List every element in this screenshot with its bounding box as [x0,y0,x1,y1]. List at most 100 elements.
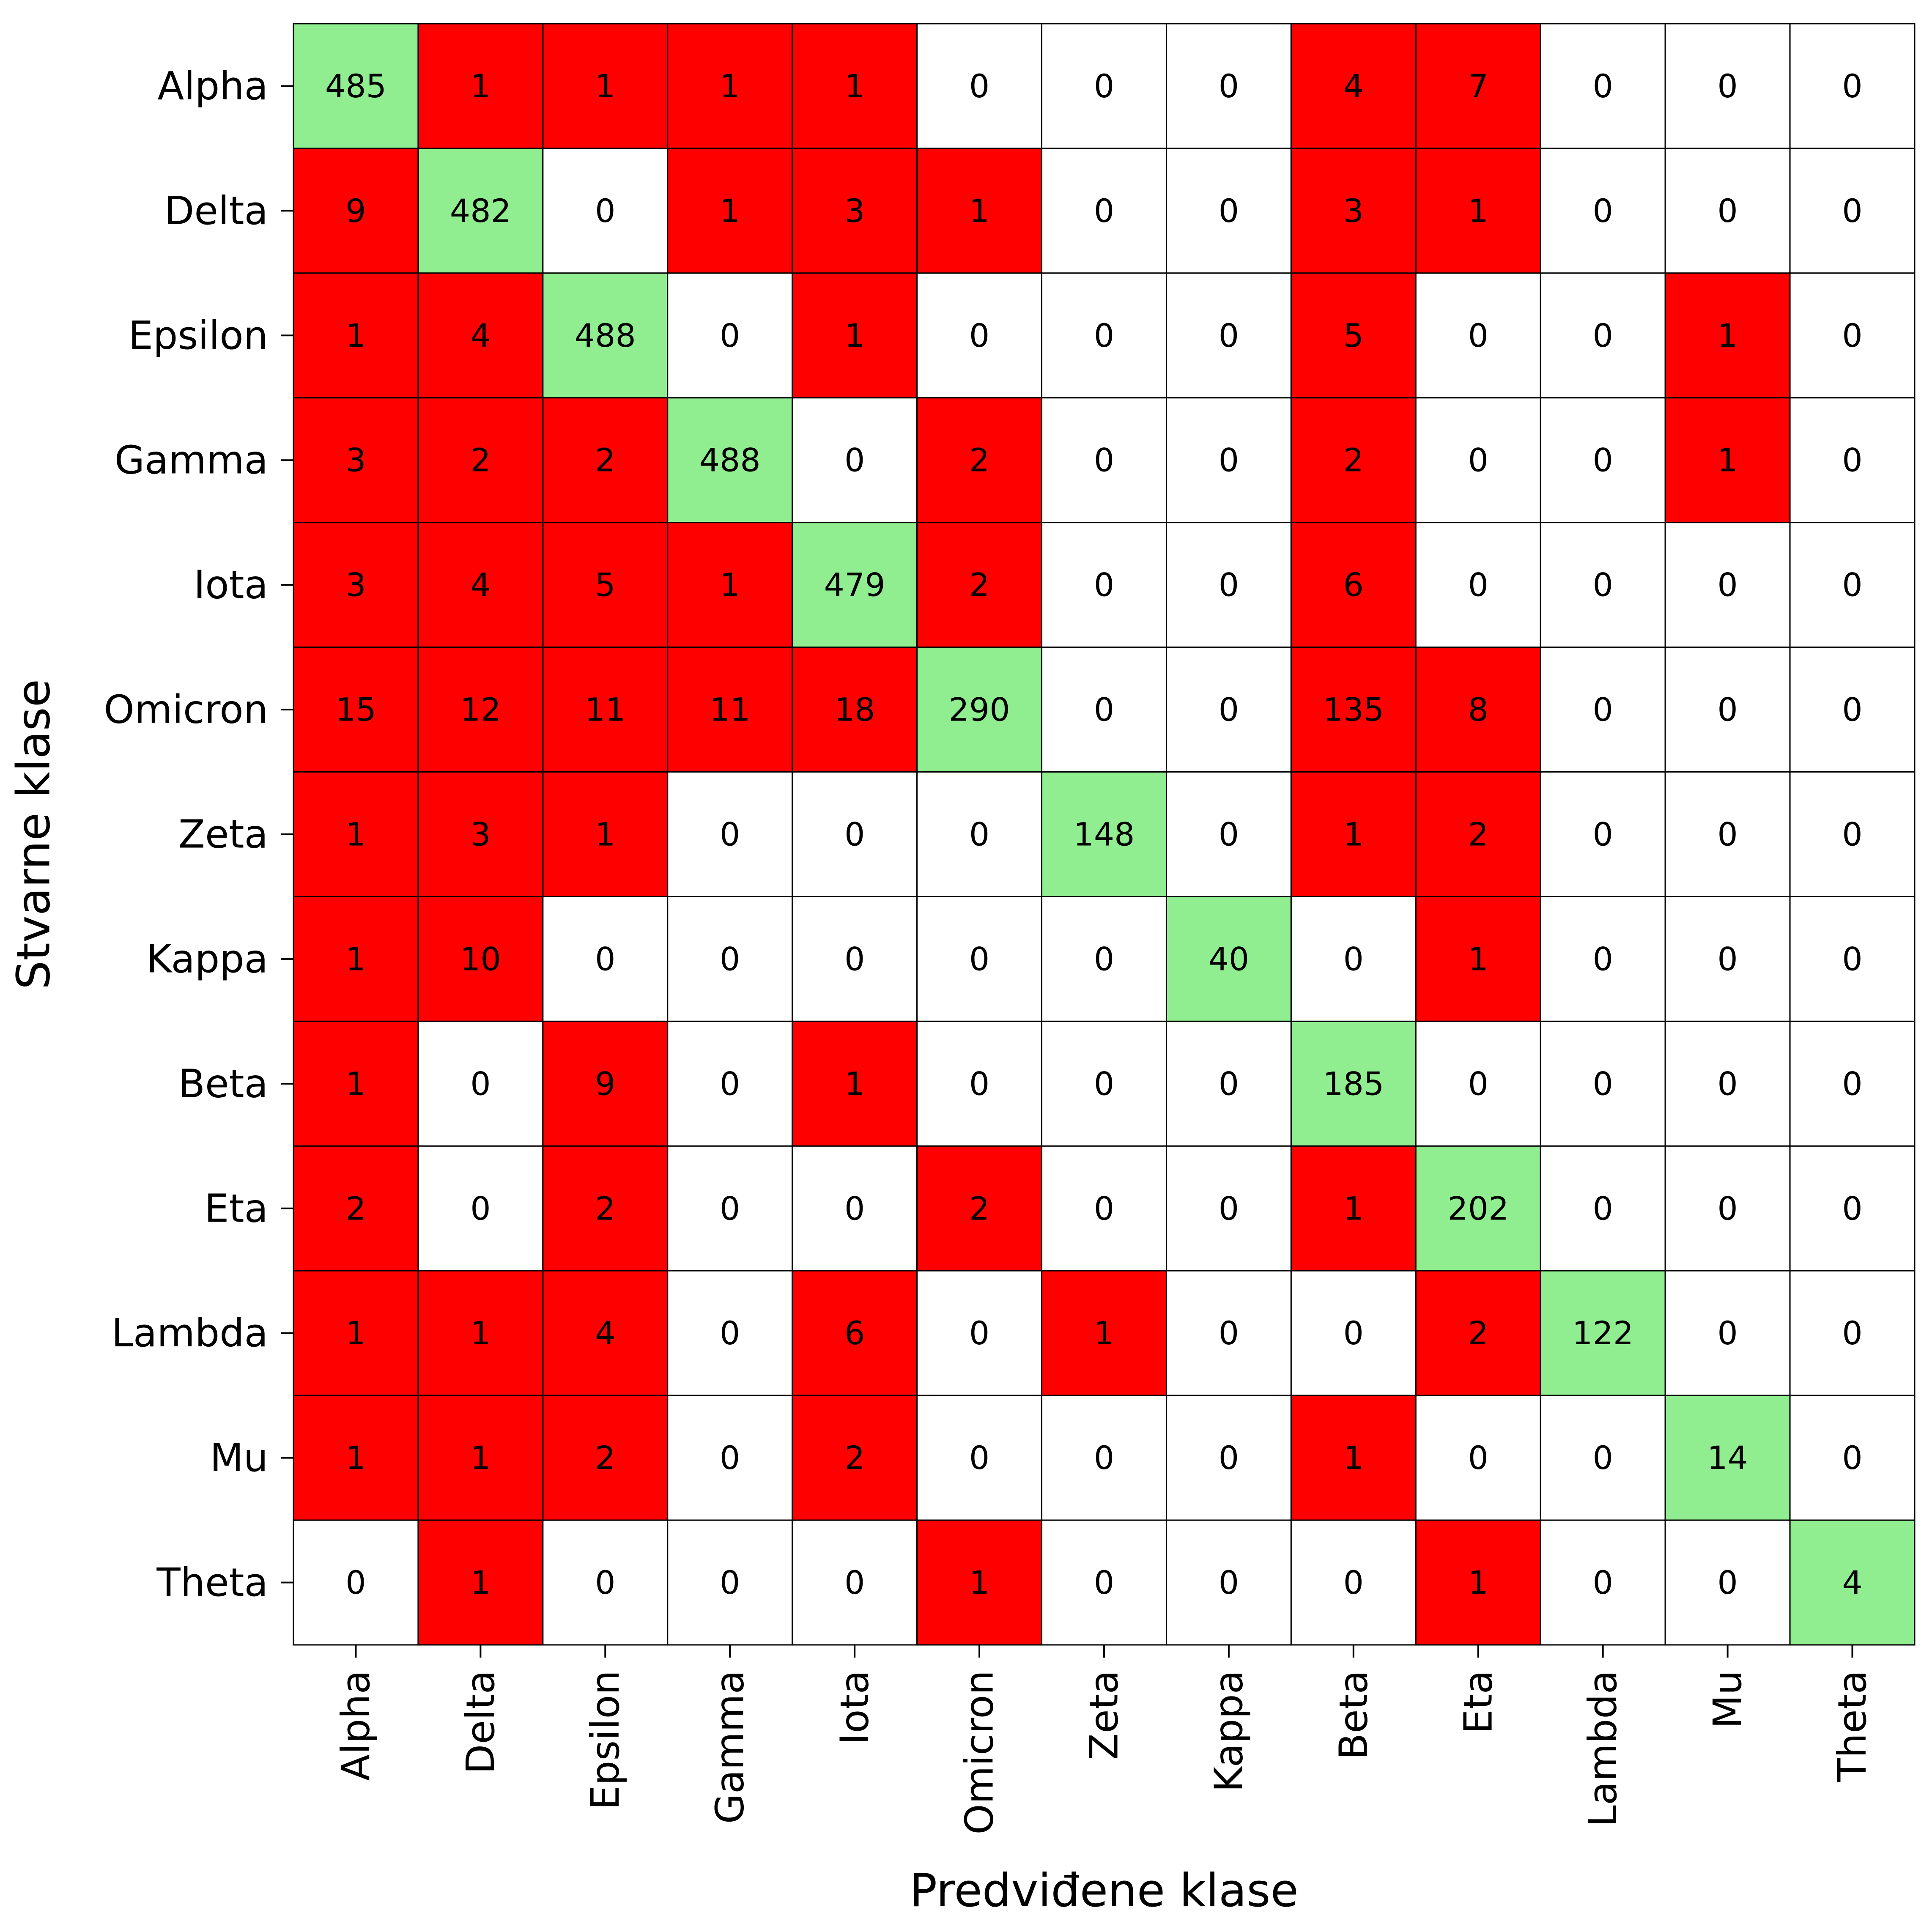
heatmap-cell [293,1270,419,1396]
cell-value-label: 0 [969,317,989,354]
heatmap-cell [916,896,1043,1022]
heatmap-cell [667,647,793,773]
heatmap-cell [1165,1519,1292,1646]
cell-value-label: 0 [720,940,740,978]
x-tick-label: Theta [1830,1670,1875,1782]
cell-value-label: 0 [595,1564,615,1601]
x-tick-label: Mu [1705,1670,1750,1729]
heatmap-cell [667,1145,793,1272]
cell-value-label: 3 [844,192,865,230]
cell-value-label: 0 [1219,1314,1239,1352]
x-tick-label: Epsilon [583,1670,628,1810]
x-tick-label: Lambda [1580,1670,1625,1827]
y-tick-label: Theta [156,1560,268,1605]
cell-value-label: 488 [575,317,636,354]
cell-value-label: 8 [1468,691,1488,729]
cell-value-label: 0 [844,940,865,978]
cell-value-label: 0 [969,1065,989,1102]
heatmap-cell [1540,1395,1666,1521]
cell-value-label: 0 [1094,67,1114,105]
heatmap-cell [542,1395,669,1521]
cell-value-label: 0 [969,1439,989,1477]
cell-value-label: 40 [1209,940,1250,978]
heatmap-cell [1415,1020,1541,1147]
heatmap-cell [1290,1519,1417,1646]
cell-value-label: 2 [1343,441,1364,479]
cell-value-label: 0 [1094,192,1114,230]
heatmap-cell [1540,1270,1666,1396]
heatmap-cell [667,1020,793,1147]
heatmap-cell [1415,771,1541,897]
heatmap-cell [1041,647,1167,773]
cell-value-label: 0 [1593,1065,1613,1102]
heatmap-cell [1540,397,1666,523]
heatmap-cell [1415,1145,1541,1272]
cell-value-labels: 485 1 1 1 1 0 0 0 4 7 0 0 09 482 0 1 3 1 0 0 3 1 0 0 01 4 488 0 1 0 0 0… [325,67,1863,1601]
cell-value-label: 9 [345,192,366,230]
heatmap-cell [1290,1395,1417,1521]
heatmap-cell [667,1270,793,1396]
cell-value-label: 0 [1593,192,1613,230]
cell-value-label: 6 [1343,566,1364,604]
heatmap-cell [792,1395,918,1521]
heatmap-cell [417,23,544,149]
cell-value-label: 0 [1593,1439,1613,1477]
heatmap-cell [417,647,544,773]
y-tick-label: Iota [194,562,268,608]
cell-value-label: 1 [470,1564,491,1601]
heatmap-cell [1789,1145,1916,1272]
cell-value-label: 1 [844,67,865,105]
cell-value-label: 135 [1323,691,1384,729]
heatmap-cell [1789,1395,1916,1521]
heatmap-cell [1165,23,1292,149]
heatmap-cell [1664,1145,1791,1272]
heatmap-cell [542,1020,669,1147]
cell-value-label: 0 [1593,441,1613,479]
cell-value-label: 0 [1842,1439,1862,1477]
cell-value-label: 0 [1717,940,1737,978]
cell-value-label: 0 [720,1065,740,1102]
heatmap-cell [1165,647,1292,773]
heatmap-cell [1415,148,1541,274]
heatmap-cell [1664,397,1791,523]
heatmap-cell [417,1145,544,1272]
cell-value-label: 0 [1717,691,1737,729]
x-axis-label: Predviđene klase [910,1864,1299,1917]
cell-value-label: 1 [1717,441,1737,479]
heatmap-cell [792,522,918,648]
y-tick-label: Beta [178,1061,268,1106]
heatmap-cell [792,23,918,149]
heatmap-cell [1415,1519,1541,1646]
heatmap-cell [1165,1145,1292,1272]
cell-value-label: 1 [720,67,740,105]
cell-value-label: 0 [844,441,865,479]
cell-value-label: 11 [585,691,626,729]
cell-value-label: 0 [1468,317,1488,354]
y-tick-label: Zeta [178,812,268,857]
heatmap-cell [417,148,544,274]
cell-value-label: 0 [1219,1189,1239,1227]
cell-value-label: 0 [1219,441,1239,479]
heatmap-cell [293,1020,419,1147]
cell-value-label: 0 [1593,816,1613,853]
heatmap-cell [667,23,793,149]
heatmap-cell [916,1519,1043,1646]
cell-value-label: 0 [1842,691,1862,729]
cell-value-label: 0 [1343,1564,1364,1601]
heatmap-cell [1290,272,1417,399]
heatmap-cells [293,23,1916,1646]
cell-value-label: 1 [345,317,366,354]
cell-value-label: 2 [1468,1314,1488,1352]
cell-value-label: 1 [1468,1564,1488,1601]
cell-value-label: 14 [1707,1439,1748,1477]
cell-value-label: 1 [345,1314,366,1352]
y-tick-label: Omicron [104,687,268,732]
y-axis-ticks: Alpha Delta Epsilon Gamma Iota Omicron Zeta Kap… [104,63,293,1605]
cell-value-label: 12 [460,691,501,729]
heatmap-cell [1165,1395,1292,1521]
cell-value-label: 0 [1717,1314,1737,1352]
heatmap-cell [1789,272,1916,399]
cell-value-label: 0 [1219,1564,1239,1601]
cell-value-label: 0 [1094,1564,1114,1601]
